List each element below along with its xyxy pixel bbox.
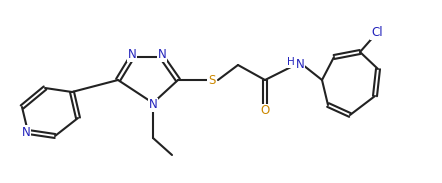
Text: N: N [158, 48, 166, 61]
Text: N: N [22, 126, 30, 139]
Text: O: O [260, 104, 270, 117]
Text: N: N [128, 48, 137, 61]
Text: N: N [149, 98, 157, 111]
Text: N: N [296, 59, 305, 72]
Text: S: S [208, 74, 216, 87]
Text: Cl: Cl [371, 27, 383, 40]
Text: H: H [287, 57, 295, 67]
